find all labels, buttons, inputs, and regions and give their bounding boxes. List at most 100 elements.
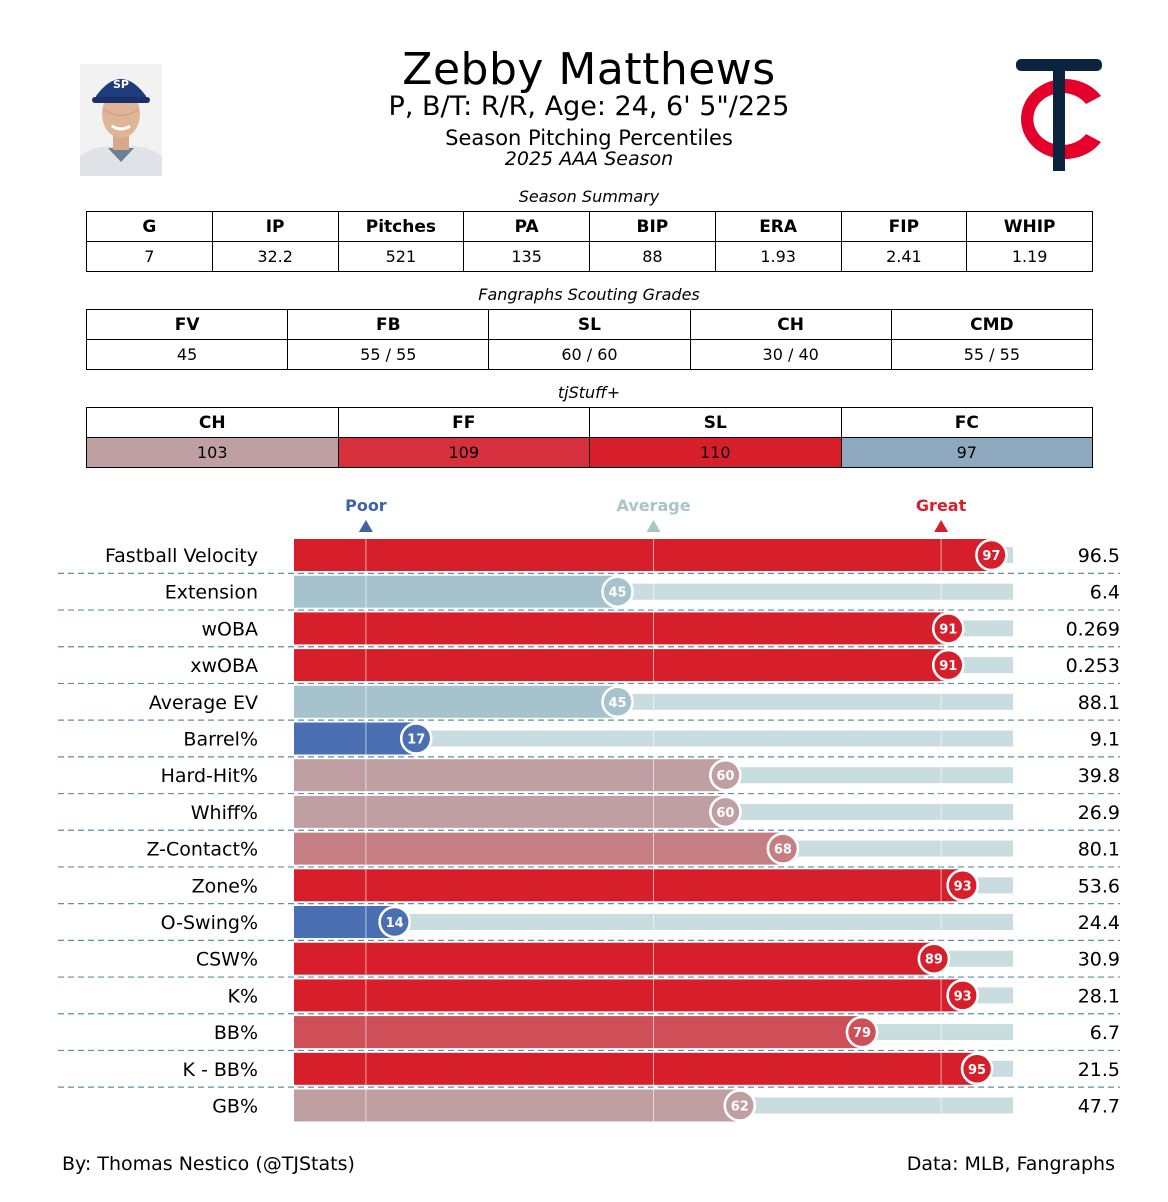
metric-value: 53.6 [1078,875,1120,897]
summary-value: 32.2 [211,241,339,272]
marker-label: Poor [345,496,387,515]
percentile-badge-label: 60 [716,769,734,784]
percentile-badge [601,575,634,608]
percentile-badge-label: 60 [716,806,734,821]
summary-header: IP [211,211,339,242]
scouting-value: 60 / 60 [488,339,691,370]
percentile-badge [709,758,742,792]
percentile-bar [294,685,618,718]
metric-value: 6.4 [1090,582,1120,604]
summary-header: WHIP [966,211,1093,242]
marker-label: Average [616,496,690,515]
percentile-badge [709,795,742,829]
percentile-bar [294,1016,863,1049]
marker-triangle [358,520,373,532]
scouting-value: 55 / 55 [890,339,1094,370]
summary-value: 7 [86,241,213,272]
percentile-bar [294,1052,978,1085]
percentile-badge [975,538,1008,572]
metric-label: Zone% [192,875,258,897]
metric-label: K - BB% [182,1059,258,1081]
metric-label: Average EV [149,692,258,714]
percentile-bar [294,869,963,902]
percentile-badge-label: 17 [407,733,425,748]
tjstuff-header: CH [86,407,339,438]
metric-label: O-Swing% [161,912,258,934]
metric-value: 39.8 [1078,765,1120,787]
percentile-badge [723,1089,757,1122]
metric-value: 0.253 [1066,655,1120,677]
chart-subtitle: Season Pitching Percentiles [445,126,733,150]
player-bio: P, B/T: R/R, Age: 24, 6' 5"/225 [388,91,790,122]
percentile-badge [946,869,979,902]
percentile-bar [294,1089,740,1122]
percentile-badge-label: 14 [386,916,404,931]
metric-label: CSW% [196,949,258,971]
tjstuff-value: 109 [337,437,590,468]
marker-label: Great [916,496,967,515]
tjstuff-value: 103 [86,437,339,468]
metric-value: 28.1 [1078,985,1120,1007]
percentile-badge-label: 89 [925,953,943,968]
metric-label: Z-Contact% [146,839,258,861]
metric-label: Hard-Hit% [161,765,258,787]
summary-value: 1.93 [714,241,842,272]
percentile-badge [378,905,411,939]
player-name: Zebby Matthews [402,44,776,95]
percentile-badge-label: 91 [939,622,957,637]
footer-source: Data: MLB, Fangraphs [906,1153,1115,1175]
percentile-badge-label: 79 [853,1026,871,1041]
svg-text:SP: SP [113,78,129,91]
metric-label: GB% [212,1096,258,1118]
percentile-badge [399,722,433,755]
scouting-header: CH [689,309,892,340]
metric-label: Barrel% [183,729,258,751]
metric-label: Whiff% [191,802,258,824]
percentile-bar [294,722,417,755]
scouting-value: 55 / 55 [287,339,490,370]
metric-label: K% [227,985,258,1007]
metric-value: 80.1 [1078,839,1120,861]
tjstuff-value: 110 [589,437,842,468]
metric-value: 6.7 [1090,1022,1120,1044]
percentile-badge-label: 91 [939,659,957,674]
percentile-bar [294,612,949,645]
summary-value: 135 [463,241,590,272]
scouting-table: FV FB SL CH CMD 45 55 / 55 60 / 60 30 / … [85,309,1094,370]
metric-label: wOBA [201,618,258,640]
metric-value: 47.7 [1078,1096,1120,1118]
percentile-badge-label: 95 [968,1063,986,1078]
percentile-bar [294,539,992,571]
percentile-badge [766,832,800,865]
percentile-bar [294,906,395,938]
season-summary-table: G IP Pitches PA BIP ERA FIP WHIP 7 32.2 … [86,211,1093,272]
percentile-badge-label: 62 [731,1100,749,1115]
percentile-badge [960,1052,994,1086]
tjstuff-table: CH FF SL FC 103 109 110 97 [86,407,1093,468]
percentile-bar [294,795,726,828]
marker-triangle [934,520,949,532]
percentile-bar [294,575,618,608]
percentile-badge [601,685,634,719]
tjstuff-caption: tjStuff+ [557,383,621,402]
metric-value: 88.1 [1078,692,1120,714]
player-headshot: SP [80,64,162,176]
tjstuff-value: 97 [840,437,1093,468]
percentile-badge [932,648,965,682]
metric-label: xwOBA [190,655,258,677]
metric-value: 96.5 [1078,545,1120,567]
percentile-badge [845,1015,879,1049]
percentile-badge [932,612,965,645]
percentile-badge-label: 93 [954,989,972,1004]
metric-value: 24.4 [1078,912,1120,934]
season-summary-caption: Season Summary [518,187,660,206]
percentile-bar [294,942,934,975]
scouting-value: 30 / 40 [689,339,892,370]
marker-triangle [646,520,661,532]
summary-header: FIP [840,211,968,242]
percentile-badge [946,979,979,1012]
team-logo [1000,56,1116,174]
metric-value: 30.9 [1078,949,1120,971]
metric-value: 9.1 [1090,729,1120,751]
